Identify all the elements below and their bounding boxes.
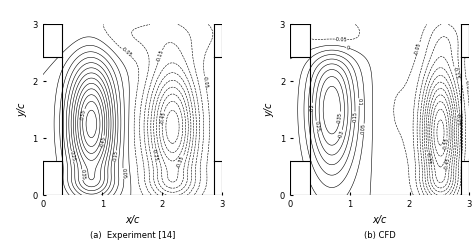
- Text: -0.35: -0.35: [425, 152, 431, 165]
- Bar: [43, 24, 63, 57]
- Bar: [462, 161, 469, 195]
- Text: 0.25: 0.25: [69, 151, 76, 162]
- Text: 0: 0: [346, 45, 350, 51]
- Y-axis label: y/c: y/c: [17, 103, 27, 117]
- Text: 0.2: 0.2: [310, 103, 315, 111]
- X-axis label: x/c: x/c: [373, 215, 387, 225]
- Bar: [290, 161, 310, 195]
- Text: -0.05: -0.05: [464, 80, 470, 93]
- Text: -0.45: -0.45: [159, 111, 166, 124]
- Text: 0.45: 0.45: [100, 135, 107, 147]
- Y-axis label: y/c: y/c: [264, 103, 274, 117]
- Bar: [214, 161, 222, 195]
- Text: -0.05: -0.05: [414, 41, 422, 55]
- Text: 0.35: 0.35: [337, 111, 343, 123]
- Text: -0.35: -0.35: [176, 155, 186, 168]
- Text: -0.45: -0.45: [444, 157, 451, 171]
- Text: 0.15: 0.15: [352, 112, 357, 122]
- Text: 0.55: 0.55: [80, 108, 87, 120]
- Text: 0.3: 0.3: [337, 129, 345, 138]
- Text: -0.15: -0.15: [156, 49, 165, 63]
- Bar: [214, 24, 222, 57]
- Title: (a)  Experiment [14]: (a) Experiment [14]: [90, 231, 175, 240]
- Text: -0.05: -0.05: [119, 46, 132, 58]
- Text: 0.35: 0.35: [79, 169, 85, 180]
- Bar: [462, 24, 469, 57]
- Title: (b) CFD: (b) CFD: [364, 231, 395, 240]
- Text: 0.05: 0.05: [120, 168, 126, 179]
- Text: 0.15: 0.15: [112, 150, 119, 162]
- Text: -0.15: -0.15: [452, 66, 459, 79]
- Bar: [43, 161, 63, 195]
- Text: 0.05: 0.05: [361, 123, 367, 134]
- Bar: [290, 24, 310, 57]
- Text: 0.25: 0.25: [313, 120, 320, 132]
- Text: -0.55: -0.55: [443, 137, 450, 150]
- Text: -0.05: -0.05: [202, 75, 209, 89]
- Text: -0.05: -0.05: [335, 37, 347, 42]
- Text: -0.25: -0.25: [455, 113, 461, 126]
- Text: -0.25: -0.25: [150, 148, 158, 161]
- Text: 0.1: 0.1: [356, 98, 362, 106]
- X-axis label: x/c: x/c: [125, 215, 139, 225]
